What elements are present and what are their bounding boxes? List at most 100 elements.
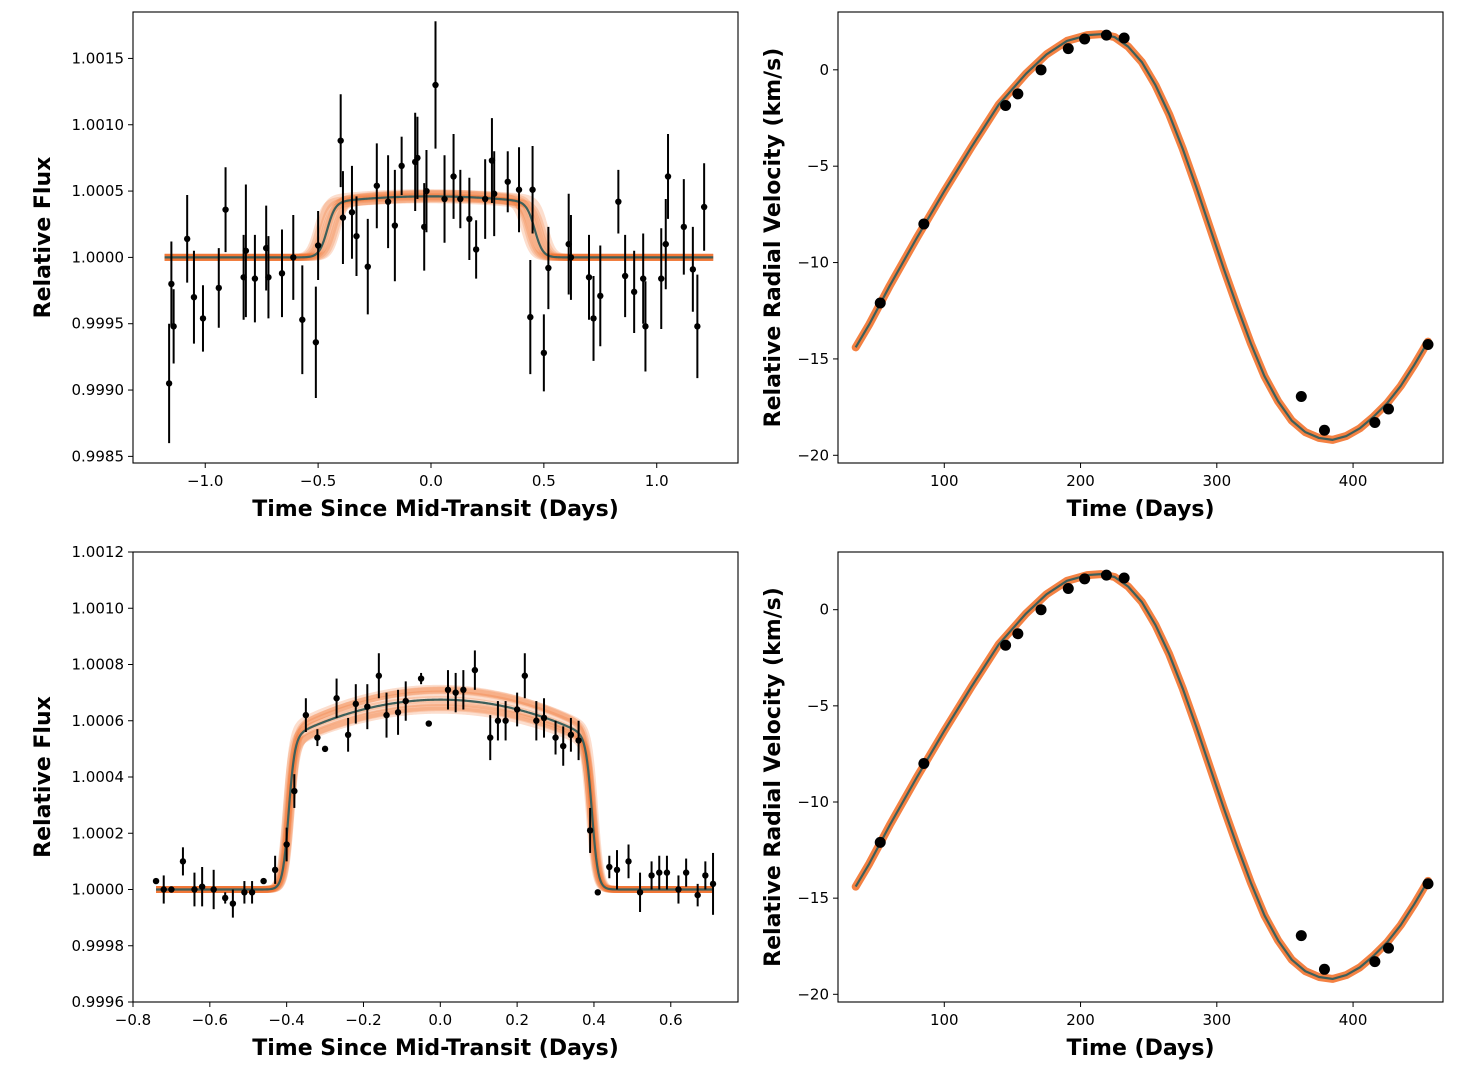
- data-point: [215, 284, 222, 292]
- axes-frame: [132, 11, 739, 464]
- data-point: [199, 315, 207, 322]
- data-point: [540, 714, 548, 722]
- data-point: [373, 182, 381, 189]
- plot-area: [851, 569, 1434, 983]
- data-point: [457, 195, 464, 203]
- y-tick-label: 1.0005: [72, 182, 125, 200]
- x-axis-label: Time Since Mid-Transit (Days): [252, 1036, 619, 1061]
- data-point: [663, 869, 671, 876]
- x-tick-label: −0.4: [268, 1011, 304, 1029]
- data-point: [1079, 573, 1091, 585]
- data-point: [918, 218, 930, 230]
- x-tick-label: 100: [930, 1011, 959, 1029]
- data-point: [552, 734, 559, 741]
- chart-panel-bottom-left: −0.8 −0.6 −0.4 −0.2 0.0 0.2 0.4 0.6 0.9996 0.9998…: [31, 543, 739, 1061]
- data-point: [621, 272, 629, 280]
- data-point: [625, 858, 632, 865]
- data-point: [283, 841, 290, 848]
- y-tick-label: −10: [797, 254, 829, 272]
- data-point: [168, 886, 175, 893]
- data-point: [1318, 424, 1330, 436]
- y-tick-label: 1.0000: [72, 881, 125, 899]
- data-point: [348, 209, 356, 216]
- data-point: [384, 198, 392, 205]
- data-point: [441, 195, 448, 203]
- y-tick-label: 0.9985: [72, 447, 125, 465]
- posterior-band: [851, 30, 1433, 444]
- data-point: [1100, 569, 1112, 581]
- data-point: [1369, 956, 1381, 968]
- data-point: [314, 242, 322, 249]
- data-point: [210, 886, 217, 893]
- plot-area: [152, 650, 717, 918]
- data-point: [291, 787, 298, 795]
- chart-panel-top-right: 100 200 300 400 −20 −15 −10 −5 0 Time (Days) Relat…: [761, 11, 1444, 522]
- data-point: [183, 235, 191, 243]
- data-point: [656, 869, 663, 876]
- data-point: [394, 709, 402, 716]
- data-point: [423, 187, 430, 195]
- y-tick-label: 1.0010: [72, 599, 125, 617]
- data-point: [466, 215, 473, 223]
- y-axis-label: Relative Radial Velocity (km/s): [761, 587, 786, 967]
- data-point: [709, 880, 717, 888]
- data-point: [1318, 963, 1330, 975]
- y-tick-label: 0.9998: [72, 937, 125, 955]
- data-point: [513, 706, 521, 713]
- posterior-band: [851, 570, 1433, 983]
- data-point: [1035, 64, 1047, 76]
- x-tick-label: −0.8: [115, 1011, 151, 1029]
- data-point: [1422, 338, 1434, 350]
- data-point: [590, 315, 597, 322]
- x-tick-label: 300: [1202, 472, 1231, 490]
- data-point: [278, 270, 286, 277]
- data-point: [648, 872, 655, 879]
- x-tick-label: 100: [930, 472, 959, 490]
- data-point: [414, 154, 421, 162]
- y-tick-label: 1.0010: [72, 116, 125, 134]
- data-point: [874, 836, 886, 848]
- data-point: [190, 293, 198, 301]
- data-point: [152, 877, 160, 885]
- data-point: [170, 323, 177, 330]
- data-point: [391, 222, 399, 229]
- y-tick-label: 1.0012: [72, 543, 125, 561]
- data-point: [160, 886, 167, 893]
- data-point: [527, 313, 534, 321]
- model-line: [854, 33, 1429, 441]
- axes-frame: [132, 551, 739, 1003]
- x-axis-label: Time (Days): [1066, 497, 1214, 522]
- plot-area: [851, 29, 1434, 444]
- data-point: [642, 323, 649, 330]
- x-tick-label: 0.4: [582, 1011, 606, 1029]
- data-point: [444, 686, 452, 694]
- data-point: [694, 891, 701, 899]
- data-point: [339, 214, 347, 221]
- data-point: [502, 717, 509, 724]
- data-point: [222, 206, 229, 213]
- data-point: [874, 297, 886, 309]
- data-point: [1012, 88, 1024, 100]
- data-point: [344, 731, 352, 739]
- data-point: [352, 700, 359, 708]
- y-tick-label: 0: [819, 601, 829, 619]
- data-point: [529, 186, 536, 193]
- data-point: [364, 263, 371, 270]
- data-point: [471, 666, 479, 674]
- data-point: [472, 246, 480, 253]
- y-tick-label: 1.0004: [72, 768, 125, 786]
- plot-area: [162, 21, 716, 444]
- data-point: [1062, 43, 1074, 55]
- data-point: [312, 339, 320, 346]
- y-tick-label: 0: [819, 61, 829, 79]
- data-point: [1382, 403, 1394, 415]
- y-axis-label: Relative Flux: [31, 696, 56, 858]
- data-point: [490, 190, 498, 197]
- data-point: [398, 162, 405, 170]
- data-point: [1079, 33, 1091, 45]
- data-point: [353, 232, 360, 240]
- data-point: [575, 737, 582, 744]
- data-point: [271, 866, 279, 874]
- data-point: [452, 689, 459, 696]
